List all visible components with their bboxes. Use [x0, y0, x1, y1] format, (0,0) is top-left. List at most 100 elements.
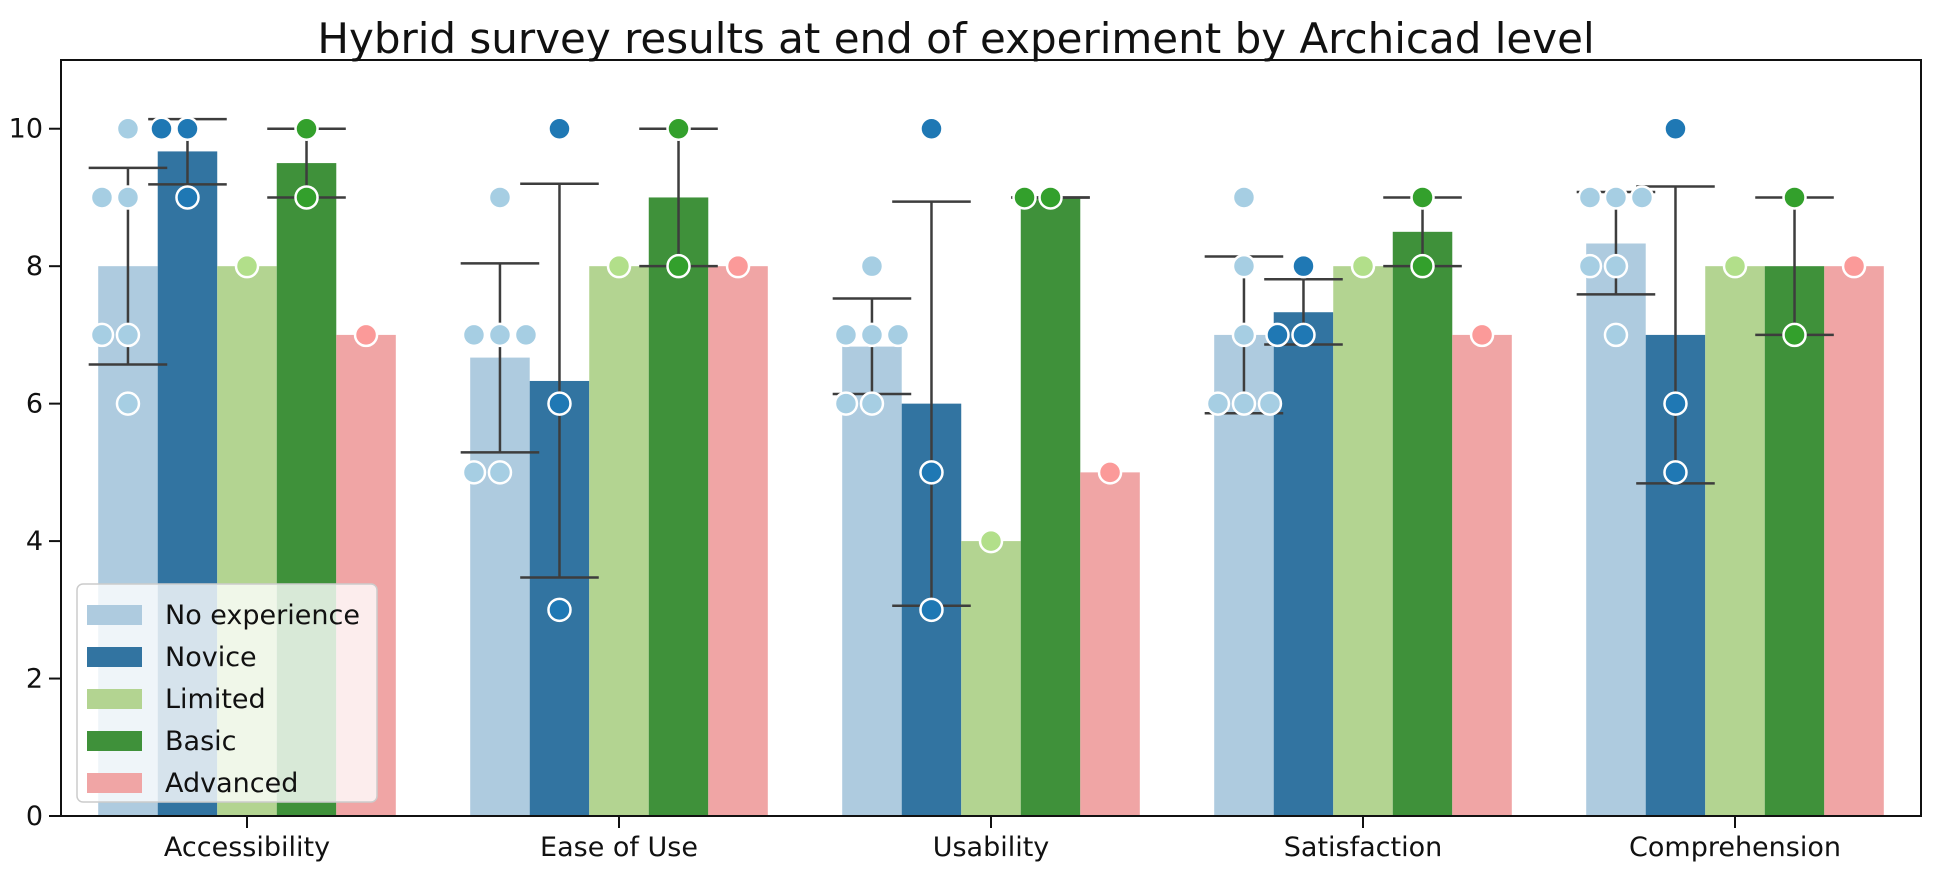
legend-swatch-novice — [87, 647, 142, 667]
point-no-experience-comprehension — [1603, 253, 1629, 279]
point-novice-satisfaction — [1291, 322, 1316, 348]
point-novice-ease-of-use — [547, 391, 572, 416]
point-no-experience-usability — [859, 253, 885, 279]
x-tick-label: Comprehension — [1629, 832, 1841, 863]
legend-swatch-no-experience — [87, 605, 142, 625]
legend-swatch-basic — [87, 731, 142, 751]
point-basic-ease-of-use — [666, 116, 691, 141]
bar-basic-ease-of-use — [648, 197, 709, 817]
y-tick-label: 4 — [26, 526, 43, 557]
point-novice-usability — [919, 116, 944, 141]
point-limited-comprehension — [1722, 253, 1748, 279]
point-no-experience-satisfaction — [1231, 253, 1257, 279]
bar-limited-usability — [961, 541, 1021, 816]
point-no-experience-usability — [885, 322, 911, 348]
point-limited-satisfaction — [1350, 253, 1376, 279]
bar-limited-satisfaction — [1333, 266, 1393, 816]
x-tick-label: Usability — [933, 832, 1050, 863]
point-no-experience-accessibility — [115, 391, 141, 416]
point-no-experience-comprehension — [1577, 185, 1603, 210]
point-advanced-usability — [1097, 460, 1123, 485]
point-novice-comprehension — [1663, 391, 1688, 416]
point-no-experience-satisfaction — [1257, 391, 1283, 416]
y-tick-label: 6 — [26, 389, 43, 420]
point-novice-accessibility — [175, 116, 200, 141]
point-novice-satisfaction — [1265, 322, 1290, 348]
point-no-experience-ease-of-use — [487, 322, 513, 348]
point-no-experience-comprehension — [1603, 322, 1629, 348]
point-basic-comprehension — [1782, 185, 1807, 210]
point-novice-accessibility — [175, 185, 200, 210]
point-advanced-accessibility — [353, 322, 379, 348]
legend-label-no-experience: No experience — [165, 600, 360, 631]
chart-title: Hybrid survey results at end of experime… — [317, 14, 1594, 63]
point-no-experience-accessibility — [89, 185, 115, 210]
point-no-experience-accessibility — [115, 185, 141, 210]
point-no-experience-ease-of-use — [487, 185, 513, 210]
point-no-experience-ease-of-use — [487, 460, 513, 485]
point-novice-ease-of-use — [547, 116, 572, 141]
point-novice-comprehension — [1663, 116, 1688, 141]
point-basic-accessibility — [294, 185, 319, 210]
legend: No experience Novice Limited Basic Advanced — [76, 583, 378, 803]
point-no-experience-satisfaction — [1231, 391, 1257, 416]
point-limited-accessibility — [234, 253, 260, 279]
point-novice-satisfaction — [1291, 253, 1316, 279]
point-no-experience-ease-of-use — [513, 322, 539, 348]
legend-box — [76, 583, 378, 803]
bar-novice-satisfaction — [1273, 312, 1334, 816]
legend-label-novice: Novice — [165, 642, 257, 673]
point-no-experience-usability — [833, 391, 859, 416]
legend-swatch-advanced — [87, 773, 142, 793]
point-no-experience-comprehension — [1629, 185, 1655, 210]
point-basic-satisfaction — [1410, 253, 1435, 279]
x-tick-label: Ease of Use — [540, 832, 698, 863]
point-basic-satisfaction — [1410, 185, 1435, 210]
point-no-experience-usability — [833, 322, 859, 348]
y-tick-label: 8 — [26, 251, 43, 282]
axes: 0 2 4 6 8 10 Accessibility Ease of Use Usability… — [9, 114, 1841, 863]
plot-area — [88, 116, 1884, 817]
point-no-experience-usability — [859, 322, 885, 348]
point-no-experience-accessibility — [115, 322, 141, 348]
point-limited-ease-of-use — [606, 253, 632, 279]
bar-basic-satisfaction — [1392, 231, 1453, 816]
point-no-experience-comprehension — [1603, 185, 1629, 210]
point-basic-accessibility — [294, 116, 319, 141]
point-limited-usability — [978, 528, 1004, 554]
bar-advanced-ease-of-use — [708, 266, 768, 816]
bar-limited-comprehension — [1705, 266, 1765, 816]
point-no-experience-accessibility — [89, 322, 115, 348]
point-novice-usability — [919, 460, 944, 485]
point-advanced-ease-of-use — [725, 253, 751, 279]
y-tick-label: 10 — [9, 114, 43, 145]
point-advanced-satisfaction — [1469, 322, 1495, 348]
bar-limited-ease-of-use — [589, 266, 649, 816]
legend-label-basic: Basic — [165, 726, 236, 757]
point-basic-usability — [1038, 185, 1063, 210]
bar-basic-usability — [1020, 197, 1081, 817]
legend-label-limited: Limited — [165, 684, 266, 715]
x-tick-label: Accessibility — [164, 832, 330, 863]
bar-advanced-usability — [1080, 472, 1140, 816]
bar-advanced-comprehension — [1824, 266, 1884, 816]
point-no-experience-ease-of-use — [461, 322, 487, 348]
point-basic-comprehension — [1782, 322, 1807, 348]
point-no-experience-ease-of-use — [461, 460, 487, 485]
point-basic-usability — [1012, 185, 1037, 210]
point-no-experience-usability — [859, 391, 885, 416]
legend-label-advanced: Advanced — [165, 768, 298, 799]
y-tick-label: 2 — [26, 664, 43, 695]
point-no-experience-satisfaction — [1231, 185, 1257, 210]
bar-basic-comprehension — [1764, 266, 1825, 816]
point-no-experience-comprehension — [1577, 253, 1603, 279]
point-novice-comprehension — [1663, 460, 1688, 485]
point-novice-usability — [919, 597, 944, 623]
point-no-experience-satisfaction — [1205, 391, 1231, 416]
legend-swatch-limited — [87, 689, 142, 709]
bar-no-experience-usability — [842, 346, 902, 816]
point-novice-ease-of-use — [547, 597, 572, 623]
point-no-experience-accessibility — [115, 116, 141, 141]
point-basic-ease-of-use — [666, 253, 691, 279]
